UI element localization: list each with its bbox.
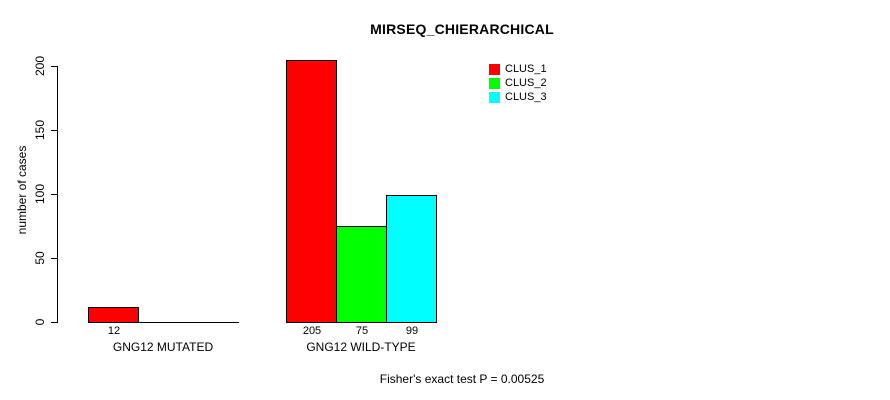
bar <box>286 60 337 323</box>
legend-item: CLUS_3 <box>489 90 547 104</box>
legend-swatch <box>489 91 500 103</box>
legend-label: CLUS_2 <box>505 77 547 89</box>
y-tick-mark <box>51 130 58 131</box>
annotation-text: Fisher's exact test P = 0.00525 <box>379 372 545 386</box>
legend-swatch <box>489 63 500 75</box>
legend-item: CLUS_2 <box>489 76 547 90</box>
zero-height-bar <box>138 322 189 323</box>
legend-item: CLUS_1 <box>489 62 547 76</box>
y-tick-mark <box>51 258 58 259</box>
y-axis-label: number of cases <box>15 145 29 235</box>
y-tick-mark <box>51 194 58 195</box>
y-tick-mark <box>51 322 58 323</box>
chart-title: MIRSEQ_CHIERARCHICAL <box>370 21 554 37</box>
zero-height-bar <box>188 322 239 323</box>
y-tick-label: 0 <box>33 318 47 326</box>
y-tick-label: 150 <box>33 119 47 141</box>
y-tick-label: 50 <box>33 251 47 265</box>
bar <box>88 307 139 323</box>
legend-swatch <box>489 77 500 89</box>
y-tick-mark <box>51 66 58 67</box>
bar-value-label: 75 <box>355 325 369 337</box>
bar <box>336 226 387 323</box>
bar-value-label: 12 <box>107 325 121 337</box>
bar-value-label: 99 <box>405 325 419 337</box>
bar <box>386 195 437 323</box>
x-category-label: GNG12 MUTATED <box>112 340 214 354</box>
bar-value-label: 205 <box>302 325 322 337</box>
legend-label: CLUS_1 <box>505 63 547 75</box>
legend: CLUS_1 CLUS_2 CLUS_3 <box>489 62 547 104</box>
y-tick-label: 200 <box>33 55 47 77</box>
legend-label: CLUS_3 <box>505 91 547 103</box>
y-tick-label: 100 <box>33 183 47 205</box>
x-category-label: GNG12 WILD-TYPE <box>306 340 416 354</box>
